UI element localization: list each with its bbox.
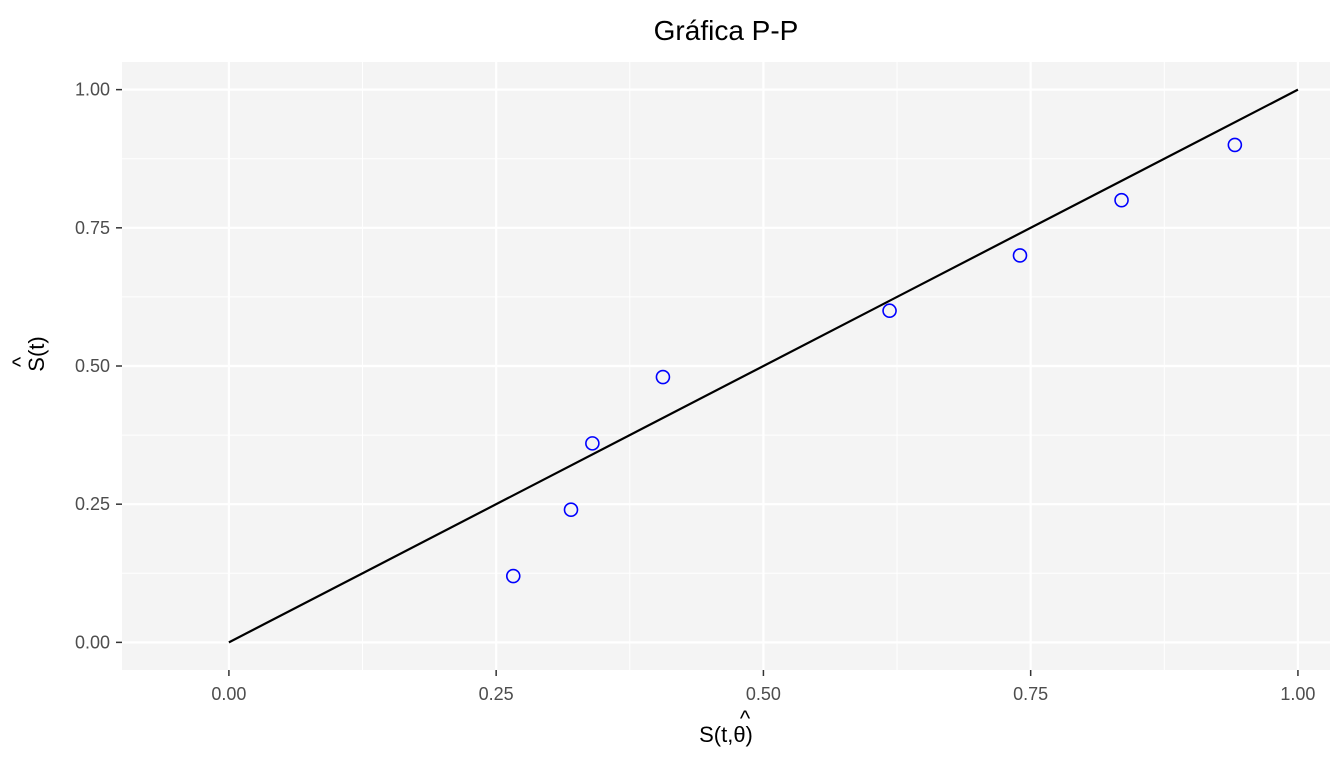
data-point [1227,137,1243,153]
data-point [1012,248,1028,263]
y-tick-label: 1.00 [75,80,110,100]
y-tick-label: 0.00 [75,632,110,652]
y-axis-title: S(t) ^ [8,336,49,371]
x-axis-label-hat: ^ [740,706,751,731]
data-point [505,568,521,584]
y-axis-label-hat: ^ [8,356,33,367]
y-axis: 0.00 0.25 0.50 0.75 1.00 [75,80,122,652]
x-tick-label: 0.75 [1013,684,1048,704]
reference-line [228,88,1299,644]
chart-title: Gráfica P-P [654,15,799,46]
data-point [585,436,600,451]
x-axis-label: S(t,θ) [699,722,753,747]
y-tick-label: 0.75 [75,218,110,238]
x-axis-title: S(t,θ) ^ [699,706,753,747]
data-point [655,369,671,385]
x-tick-label: 1.00 [1280,684,1315,704]
reference-line-group [228,88,1299,644]
data-point [882,303,897,319]
data-points [505,137,1243,584]
data-point [1114,192,1129,208]
y-tick-label: 0.25 [75,494,110,514]
x-tick-label: 0.00 [211,684,246,704]
x-tick-label: 0.25 [479,684,514,704]
y-axis-label: S(t) [24,336,49,371]
x-axis: 0.00 0.25 0.50 0.75 1.00 [211,670,1315,704]
y-tick-label: 0.50 [75,356,110,376]
data-point [563,502,579,518]
x-tick-label: 0.50 [746,684,781,704]
